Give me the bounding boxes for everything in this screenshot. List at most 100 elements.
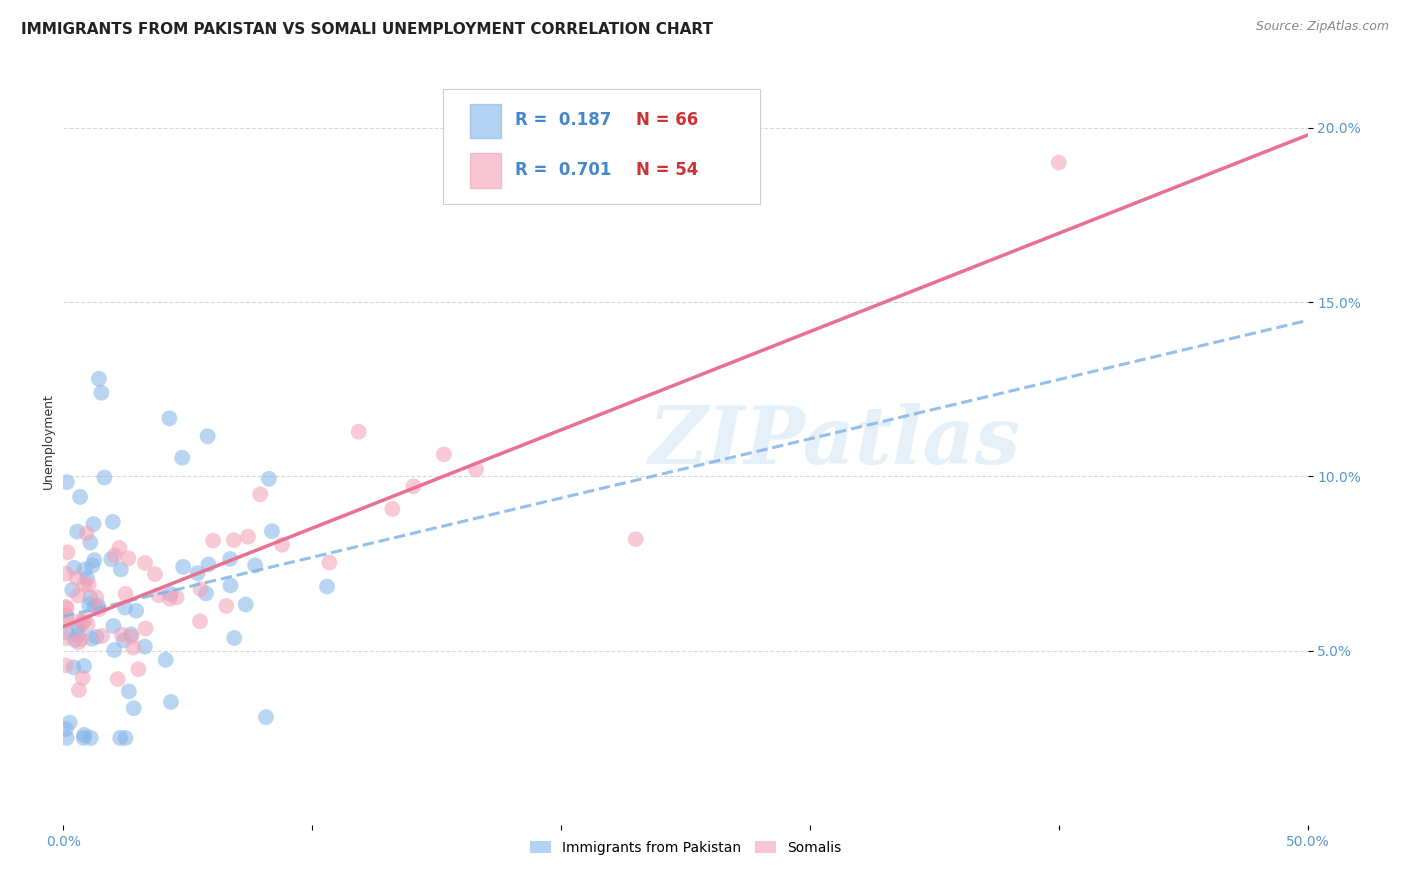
Point <box>188 615 211 629</box>
Point <box>316 580 339 594</box>
Point <box>101 515 124 529</box>
Point <box>87 372 110 386</box>
Point <box>125 604 148 618</box>
Point <box>86 590 108 604</box>
Point <box>148 588 170 602</box>
Point <box>55 625 77 640</box>
Point <box>134 640 156 654</box>
Point <box>112 633 135 648</box>
Point <box>114 600 136 615</box>
Point <box>624 532 647 546</box>
Point <box>87 599 110 613</box>
Point <box>70 632 93 647</box>
Point <box>73 577 96 591</box>
Point <box>103 643 125 657</box>
Point <box>187 566 209 581</box>
Point <box>108 731 131 745</box>
Point <box>67 621 90 635</box>
Point <box>60 583 83 598</box>
Point <box>55 658 77 673</box>
Point <box>55 722 77 736</box>
Point <box>160 695 183 709</box>
Point <box>63 632 86 647</box>
Bar <box>470 103 502 138</box>
Point <box>465 462 488 476</box>
Text: N = 54: N = 54 <box>636 161 697 178</box>
Text: R =  0.701: R = 0.701 <box>515 161 612 178</box>
Point <box>76 617 98 632</box>
Point <box>197 429 219 443</box>
Point <box>79 535 101 549</box>
Point <box>55 731 77 745</box>
Point <box>257 472 280 486</box>
Point <box>114 731 136 745</box>
Point <box>224 631 246 645</box>
Point <box>83 517 105 532</box>
Point <box>249 487 271 501</box>
Point <box>166 591 188 605</box>
Point <box>318 556 340 570</box>
Point <box>86 630 108 644</box>
Point <box>114 587 136 601</box>
Point <box>55 601 77 615</box>
Point <box>103 619 125 633</box>
Point <box>55 566 77 581</box>
Legend: Immigrants from Pakistan, Somalis: Immigrants from Pakistan, Somalis <box>524 835 846 861</box>
Point <box>67 589 90 603</box>
Point <box>72 671 94 685</box>
Point <box>76 526 98 541</box>
Point <box>120 627 142 641</box>
Text: ZIPatlas: ZIPatlas <box>648 403 1021 480</box>
Point <box>72 615 94 630</box>
Point <box>79 591 101 605</box>
Point <box>80 731 103 745</box>
Point <box>122 640 145 655</box>
Point <box>77 577 100 591</box>
Point <box>73 659 96 673</box>
Point <box>222 533 245 548</box>
Point <box>271 538 294 552</box>
Point <box>83 553 105 567</box>
Point <box>122 701 145 715</box>
Point <box>157 411 180 425</box>
Point <box>347 425 370 439</box>
Point <box>194 586 217 600</box>
Point <box>73 613 96 627</box>
Point <box>100 552 122 566</box>
Point <box>127 662 149 676</box>
Point <box>172 450 194 465</box>
Point <box>93 470 115 484</box>
Point <box>219 552 242 566</box>
Point <box>118 684 141 698</box>
Point <box>110 562 132 576</box>
Point <box>62 660 84 674</box>
Point <box>108 541 131 555</box>
Point <box>236 530 259 544</box>
Point <box>56 545 79 559</box>
Point <box>159 591 181 606</box>
Point <box>402 479 425 493</box>
Point <box>254 710 277 724</box>
Point <box>67 683 90 698</box>
Point <box>63 561 86 575</box>
Point <box>215 599 238 613</box>
Point <box>73 728 96 742</box>
Point <box>56 615 79 629</box>
Point <box>159 587 181 601</box>
Point <box>82 558 104 573</box>
Point <box>155 653 177 667</box>
Point <box>219 578 242 592</box>
Text: N = 66: N = 66 <box>636 111 697 128</box>
Point <box>83 599 105 614</box>
Point <box>76 571 98 585</box>
Point <box>66 571 89 585</box>
Point <box>117 551 139 566</box>
Point <box>381 502 404 516</box>
Point <box>111 628 134 642</box>
Text: Source: ZipAtlas.com: Source: ZipAtlas.com <box>1256 20 1389 33</box>
Point <box>67 635 90 649</box>
Point <box>202 533 225 548</box>
Point <box>55 599 77 614</box>
Point <box>197 558 219 572</box>
Point <box>59 715 82 730</box>
